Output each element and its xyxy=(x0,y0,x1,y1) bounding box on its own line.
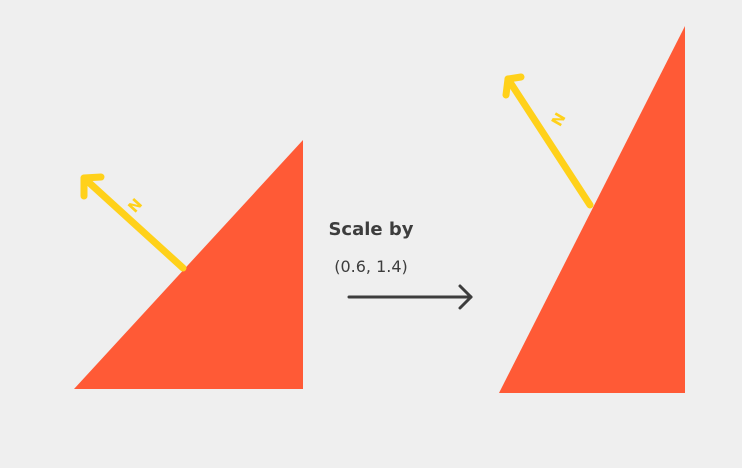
original-triangle xyxy=(74,140,303,389)
scaled-normal-arrow xyxy=(502,73,594,209)
scaled-triangle xyxy=(499,26,685,393)
scaled-normal-label: N xyxy=(548,110,570,130)
transform-caption-factors: (0.6, 1.4) xyxy=(334,257,408,276)
transform-caption-title: Scale by xyxy=(328,219,414,240)
transform-arrow xyxy=(347,284,473,310)
original-normal-arrow xyxy=(80,173,187,272)
